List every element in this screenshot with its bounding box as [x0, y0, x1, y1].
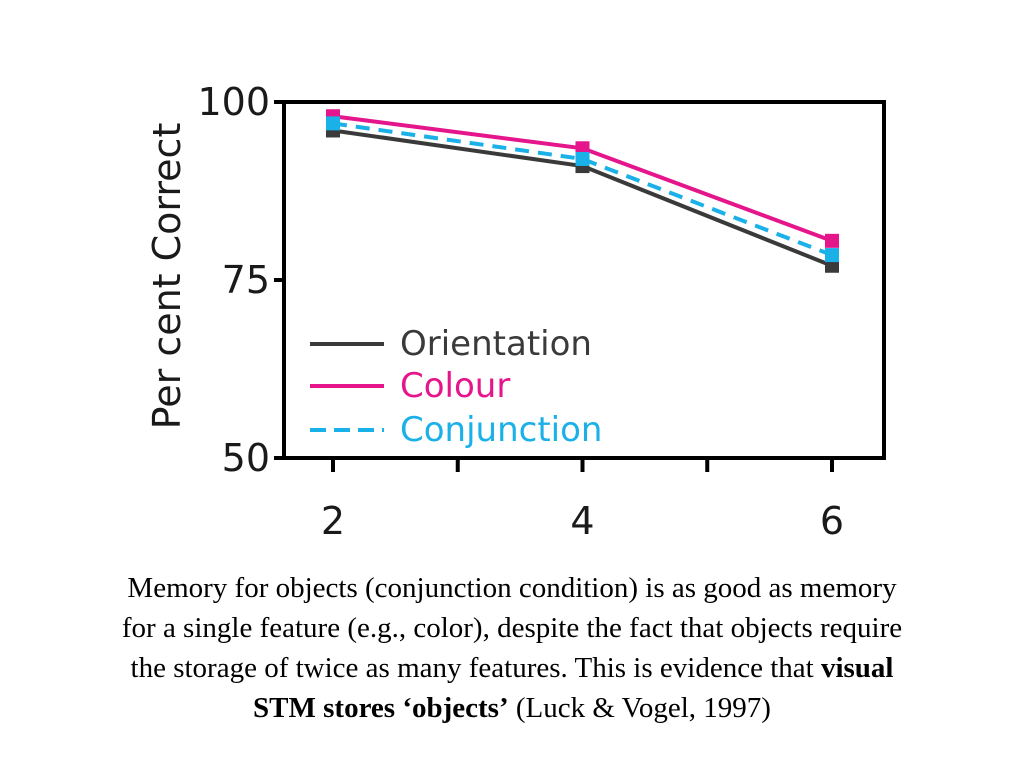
caption-line-1: Memory for objects (conjunction conditio…: [127, 572, 897, 604]
caption-line-2: for a single feature (e.g., color), desp…: [121, 612, 903, 644]
series-point-orientation-6: [825, 258, 839, 273]
caption-citation: (Luck & Vogel, 1997): [508, 692, 771, 724]
x-tick-label-6: 6: [820, 499, 844, 543]
legend-label-conjunction: Conjunction: [400, 410, 602, 450]
series-point-conjunction-6: [825, 248, 839, 263]
legend-label-orientation: Orientation: [400, 324, 592, 364]
caption-line-3: the storage of twice as many features. T…: [130, 652, 821, 684]
y-tick-label-50: 50: [222, 436, 270, 480]
line-chart: 100 75 50 2 4 6 Per cent Correct OrientationCol…: [145, 80, 886, 543]
series-point-colour-4: [575, 141, 590, 156]
caption-emphasis-visual: visual: [820, 652, 894, 684]
series-point-colour-6: [825, 233, 839, 248]
series-point-conjunction-2: [326, 116, 340, 131]
caption-emphasis-stm-objects: STM stores ‘objects’: [253, 692, 509, 724]
y-axis-title: Per cent Correct: [145, 123, 189, 430]
y-tick-label-100: 100: [197, 80, 270, 124]
legend-label-colour: Colour: [400, 366, 510, 406]
x-tick-label-4: 4: [570, 499, 594, 543]
x-tick-label-2: 2: [321, 499, 345, 543]
caption: Memory for objects (conjunction conditio…: [40, 568, 984, 728]
y-tick-label-75: 75: [222, 258, 270, 302]
series-point-conjunction-4: [575, 151, 590, 166]
